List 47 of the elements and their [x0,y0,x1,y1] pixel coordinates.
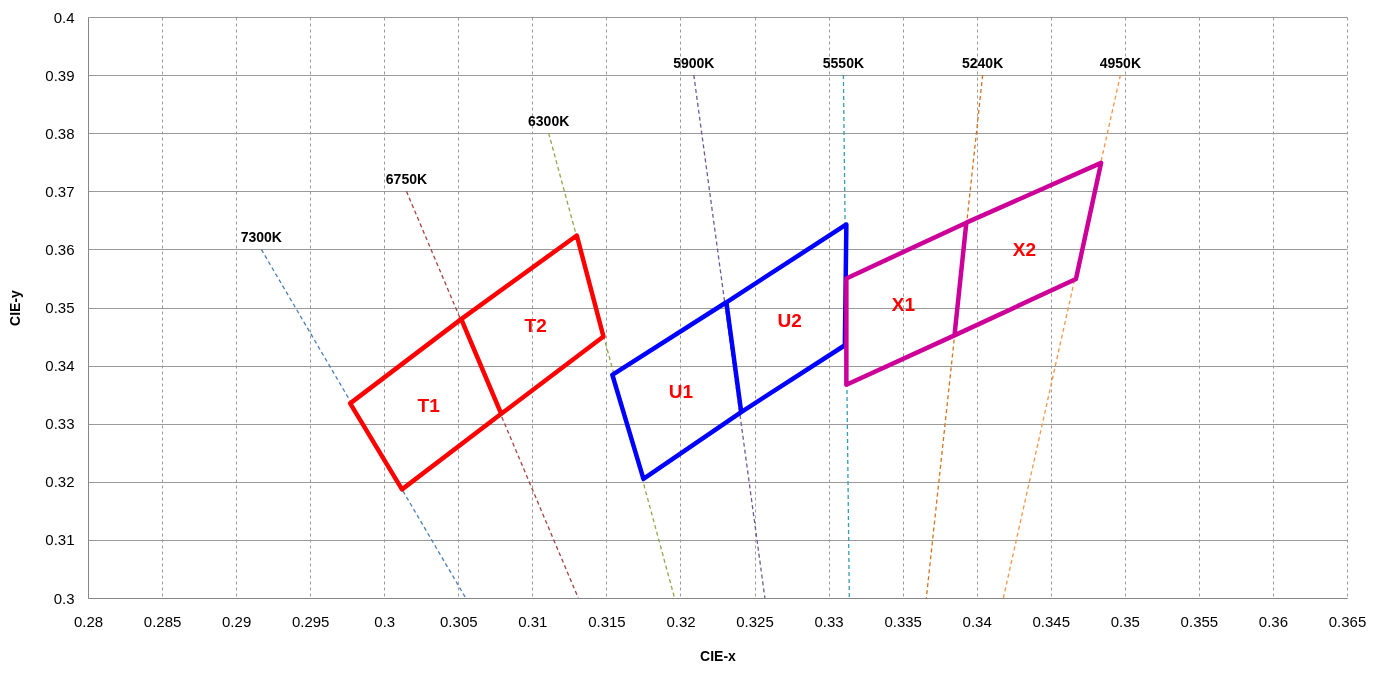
y-tick-label: 0.4 [53,8,75,26]
series-label: 4950K [1099,55,1142,72]
annotation: X2 [1012,238,1037,260]
annotation: X1 [891,294,916,316]
y-tick-label: 0.38 [45,124,75,142]
annotation: T1 [417,395,441,417]
line-series [844,160,1104,388]
line-series [610,222,849,482]
x-tick-label: 0.355 [1180,612,1219,630]
x-tick-label: 0.29 [222,612,252,630]
x-tick-label: 0.28 [73,612,104,630]
x-tick-label: 0.295 [291,612,330,630]
x-axis-title: CIE-x [700,647,737,664]
y-tick-label: 0.33 [45,415,75,433]
x-tick-label: 0.33 [814,612,844,630]
y-axis-title: CIE-y [7,289,24,326]
x-tick-label: 0.365 [1328,612,1367,630]
y-tick-label: 0.36 [45,240,75,258]
annotation: U1 [668,381,694,403]
x-tick-label: 0.335 [884,612,922,630]
series-label: 6300K [528,113,570,130]
x-tick-label: 0.31 [518,612,548,630]
x-tick-label: 0.3 [374,612,396,630]
annotation: T2 [524,315,547,337]
x-tick-label: 0.285 [143,612,182,630]
x-tick-label: 0.34 [962,612,992,630]
series-label: 5550K [822,55,865,72]
y-tick-label: 0.37 [45,182,75,200]
annotation: U2 [777,310,802,332]
x-tick-label: 0.35 [1110,612,1140,630]
x-tick-label: 0.315 [588,612,626,630]
y-tick-label: 0.34 [45,357,75,375]
y-tick-label: 0.31 [45,531,75,549]
series-label: 7300K [240,229,282,246]
line-series [347,233,606,492]
y-tick-label: 0.39 [45,66,75,84]
y-tick-label: 0.32 [45,473,75,491]
x-tick-label: 0.36 [1258,612,1289,630]
series-label: 5240K [962,55,1004,72]
y-tick-label: 0.35 [45,299,75,316]
y-tick-label: 0.3 [53,589,75,607]
x-tick-label: 0.305 [440,612,478,630]
series-label: 6750K [385,171,428,188]
x-tick-label: 0.345 [1032,612,1071,630]
series-label: 5900K [673,55,715,72]
x-tick-label: 0.32 [666,612,696,630]
x-tick-label: 0.325 [736,612,774,630]
